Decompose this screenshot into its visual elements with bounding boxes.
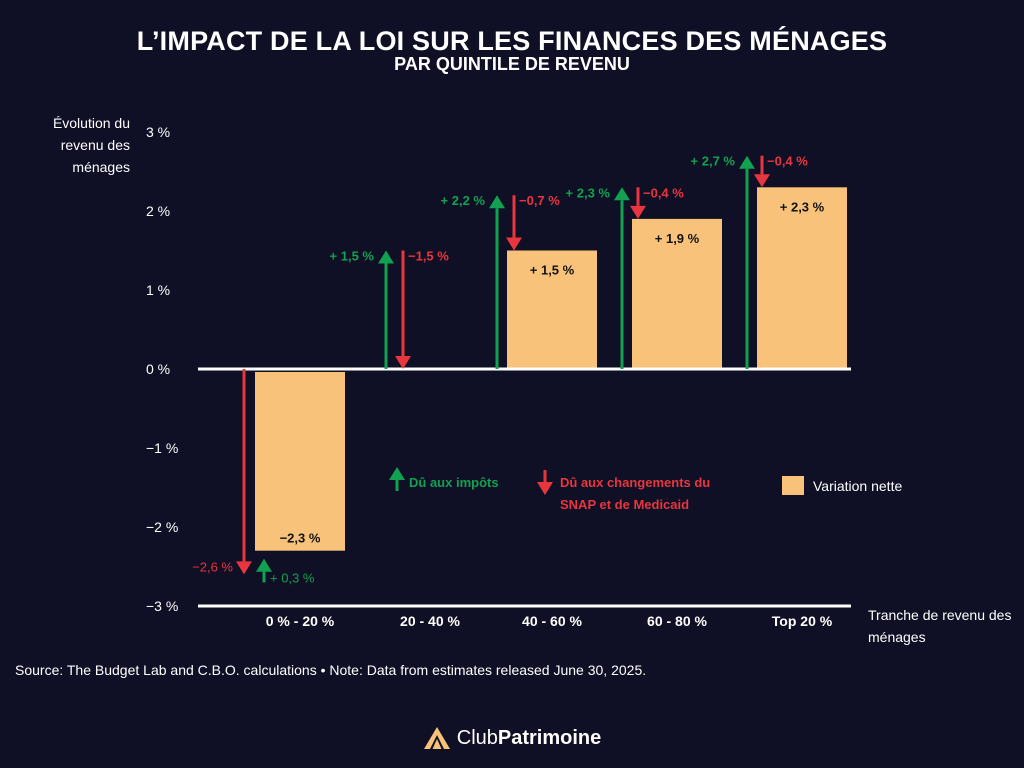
y-tick-label: −3 % — [146, 598, 178, 614]
net-change-label: −2,3 % — [280, 531, 321, 546]
net-change-bar — [757, 187, 847, 369]
y-tick-label: 2 % — [146, 203, 170, 219]
legend-taxes-icon — [389, 467, 405, 491]
legend-benefits-label: Dû aux changements du — [560, 475, 710, 490]
net-change-bar — [507, 250, 597, 369]
taxes-label: + 2,2 % — [441, 193, 486, 208]
benefits-arrow — [754, 155, 770, 188]
taxes-label: + 2,7 % — [691, 154, 736, 169]
taxes-arrow-head — [378, 250, 394, 264]
legend-taxes-icon-head — [389, 467, 405, 480]
y-axis-label: Évolution du revenu des ménages — [52, 115, 130, 175]
benefits-label: −0,4 % — [643, 185, 684, 200]
source-note: Source: The Budget Lab and C.B.O. calcul… — [15, 662, 647, 678]
y-tick-label: 0 % — [146, 361, 170, 377]
taxes-arrow — [739, 155, 755, 369]
taxes-arrow-head — [614, 187, 630, 201]
benefits-arrow-head — [236, 561, 252, 575]
brand-name: ClubPatrimoine — [456, 726, 602, 749]
legend-net-label: Variation nette — [813, 478, 902, 494]
x-tick-label: 20 - 40 % — [400, 613, 460, 629]
y-tick-label: −1 % — [146, 440, 178, 456]
benefits-label: −2,6 % — [192, 559, 233, 574]
taxes-label: + 2,3 % — [566, 185, 611, 200]
legend-benefits-icon — [537, 470, 553, 495]
taxes-label: + 0,3 % — [270, 570, 315, 585]
brand-logo: ClubPatrimoine — [0, 726, 1024, 750]
benefits-arrow-head — [630, 205, 646, 219]
legend-benefits-icon-head — [537, 482, 553, 495]
benefits-label: −1,5 % — [408, 249, 449, 264]
x-tick-label: 40 - 60 % — [522, 613, 582, 629]
benefits-arrow — [395, 250, 411, 369]
taxes-arrow — [378, 250, 394, 369]
chart-title: L’IMPACT DE LA LOI SUR LES FINANCES DES … — [136, 26, 888, 56]
x-axis-label: Tranche de revenu des ménages — [868, 607, 1012, 645]
benefits-arrow-head — [506, 237, 522, 251]
y-tick-label: 1 % — [146, 282, 170, 298]
legend-net-swatch — [782, 476, 804, 495]
net-change-bar — [632, 218, 722, 369]
benefits-arrow — [630, 187, 646, 219]
x-tick-label: 0 % - 20 % — [266, 613, 335, 629]
net-change-label: + 1,9 % — [655, 231, 700, 246]
x-tick-label: 60 - 80 % — [647, 613, 707, 629]
benefits-label: −0,7 % — [519, 193, 560, 208]
taxes-arrow — [489, 195, 505, 369]
chart-subtitle: PAR QUINTILE DE REVENU — [394, 54, 630, 74]
net-change-label: + 1,5 % — [530, 263, 575, 278]
x-tick-label: Top 20 % — [772, 613, 833, 629]
taxes-arrow-head — [256, 558, 272, 572]
taxes-arrow — [256, 558, 272, 583]
benefits-arrow-head — [395, 356, 411, 369]
benefits-arrow-head — [754, 174, 770, 188]
taxes-arrow — [614, 187, 630, 369]
taxes-arrow-head — [489, 195, 505, 209]
y-tick-label: −2 % — [146, 519, 178, 535]
y-tick-label: 3 % — [146, 124, 170, 140]
benefits-label: −0,4 % — [767, 154, 808, 169]
benefits-arrow — [506, 195, 522, 251]
taxes-arrow-head — [739, 155, 755, 169]
legend-benefits-label: SNAP et de Medicaid — [560, 497, 689, 512]
net-change-label: + 2,3 % — [780, 199, 825, 214]
benefits-arrow — [236, 369, 252, 575]
taxes-label: + 1,5 % — [330, 249, 375, 264]
triangle-logo-icon — [423, 727, 450, 749]
waterfall-chart: 3 % 2 % 1 % 0 % −1 % −2 % −3 % −2,3 % + 1,5 % + 1… — [146, 124, 902, 629]
net-change-bar — [255, 372, 345, 551]
legend-taxes-label: Dû aux impôts — [409, 475, 499, 490]
